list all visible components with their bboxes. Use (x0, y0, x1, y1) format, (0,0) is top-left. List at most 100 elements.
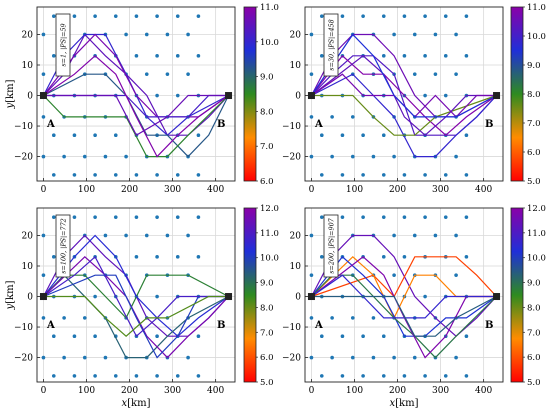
grid-node (113, 173, 118, 177)
y-tick-label: 10 (22, 61, 34, 71)
grid-node (319, 255, 324, 259)
x-axis-label-main: x (122, 398, 128, 409)
grid-node (72, 133, 77, 138)
x-tick-label: 400 (475, 386, 492, 396)
grid-node (464, 14, 469, 18)
grid-node (340, 334, 345, 339)
grid-node (196, 14, 201, 18)
grid-node (361, 374, 365, 378)
grid-node (454, 154, 458, 159)
grid-node (155, 14, 159, 18)
x-tick-label: 100 (346, 185, 363, 195)
grid-node (464, 173, 469, 177)
grid-node (381, 173, 386, 177)
colorbar-tick-label: 10.0 (260, 254, 279, 264)
grid-node (412, 72, 417, 76)
grid-node (330, 154, 334, 159)
grid-node (392, 233, 396, 238)
x-tick-label: 200 (389, 185, 406, 195)
grid-node (402, 215, 407, 219)
annotation-text: s=30, |PS|=458 (327, 19, 335, 70)
grid-node (113, 14, 118, 18)
grid-node (93, 294, 97, 299)
grid-node (144, 233, 149, 238)
grid-node (350, 115, 355, 119)
grid-node (41, 32, 46, 37)
colorbar-tick-label: 7.0 (260, 328, 274, 338)
grid-node (464, 133, 469, 138)
x-tick-label: 0 (41, 386, 47, 396)
start-marker (307, 92, 315, 100)
grid-node (423, 14, 427, 18)
grid-node (340, 14, 345, 18)
grid-node (41, 355, 46, 360)
grid-node (51, 374, 56, 378)
x-tick-label: 300 (432, 386, 449, 396)
y-tick-label: 0 (27, 293, 33, 303)
route-path (43, 234, 229, 338)
grid-node (309, 316, 314, 320)
colorbar (243, 6, 257, 182)
route-path (311, 255, 497, 320)
label-a: A (314, 320, 323, 331)
grid-node (134, 14, 139, 18)
colorbar-tick-label: 11.0 (260, 3, 279, 13)
colorbar-tick-label: 11.0 (527, 229, 546, 239)
route-path (43, 95, 229, 158)
x-tick-label: 300 (164, 185, 181, 195)
route-path (43, 274, 229, 359)
grid-node (165, 72, 170, 76)
grid-node (433, 72, 438, 76)
grid-node (319, 173, 324, 177)
grid-node (186, 72, 190, 76)
grid-node (330, 115, 334, 119)
grid-node (82, 316, 87, 320)
grid-node (41, 273, 46, 277)
y-tick-label: 10 (22, 262, 34, 272)
label-a: A (46, 320, 55, 331)
x-tick-label: 200 (389, 386, 406, 396)
grid-node (412, 233, 417, 238)
grid-node (381, 374, 386, 378)
y-tick-label: 0 (27, 92, 33, 102)
grid-node (319, 215, 324, 219)
grid-node (165, 32, 170, 37)
grid-node (196, 255, 201, 259)
x-tick-label: 0 (41, 185, 47, 195)
grid-node (51, 133, 56, 138)
colorbar-tick-label: 10.0 (527, 254, 546, 264)
grid-node (423, 173, 427, 177)
colorbar (510, 6, 524, 182)
grid-node (371, 355, 376, 360)
grid-node (319, 54, 324, 58)
grid-node (165, 233, 170, 238)
grid-node (196, 173, 201, 177)
grid-node (433, 32, 438, 37)
grid-node (309, 154, 314, 159)
colorbar-tick-label: 12.0 (260, 204, 279, 214)
grid-node (72, 334, 77, 339)
grid-node (196, 54, 201, 58)
grid-node (113, 133, 118, 138)
grid-node (454, 233, 458, 238)
grid-node (319, 133, 324, 138)
grid-node (93, 173, 97, 177)
annotation-box (55, 13, 71, 77)
grid-node (309, 355, 314, 360)
colorbar-tick-label: 6.0 (527, 353, 541, 363)
grid-node (62, 355, 66, 360)
x-tick-label: 400 (207, 386, 224, 396)
colorbar-tick-label: 6.0 (260, 177, 274, 187)
grid-node (464, 255, 469, 259)
grid-node (155, 215, 159, 219)
y-tick-label: −20 (282, 153, 301, 163)
grid-node (93, 334, 97, 339)
grid-node (124, 233, 128, 238)
grid-node (392, 32, 396, 37)
y-tick-label: −10 (282, 122, 301, 132)
grid-node (381, 255, 386, 259)
route-path (43, 295, 229, 338)
grid-node (402, 54, 407, 58)
grid-node (443, 215, 448, 219)
